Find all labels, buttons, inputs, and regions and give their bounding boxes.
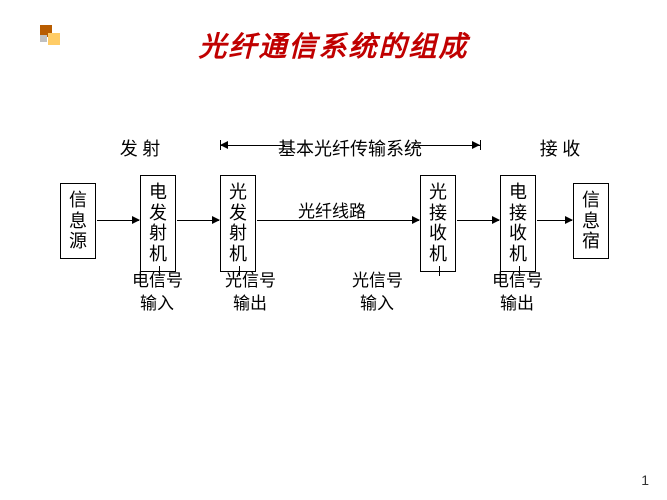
- box-o-tx: 光 发 射 机: [220, 175, 256, 272]
- arrow-4: [457, 220, 499, 221]
- box-sink: 信 息 宿: [573, 183, 609, 259]
- page-title: 光纤通信系统的组成: [0, 25, 667, 65]
- label-receive: 接 收: [520, 135, 600, 161]
- fiber-system-diagram: 发 射 基本光纤传输系统 接 收 信 息 源 电 发 射 机 光 发 射 机 光…: [60, 135, 607, 315]
- below-3b: 输入: [360, 293, 394, 315]
- arrow-2: [177, 220, 219, 221]
- label-middle: 基本光纤传输系统: [275, 135, 425, 161]
- mid-line-right: [415, 145, 480, 146]
- below-2b: 输出: [233, 293, 267, 315]
- label-transmit: 发 射: [100, 135, 180, 161]
- box-o-rx: 光 接 收 机: [420, 175, 456, 272]
- arrow-1: [97, 220, 139, 221]
- below-1b: 输入: [140, 293, 174, 315]
- page-number: 1: [641, 472, 649, 488]
- below-4b: 输出: [500, 293, 534, 315]
- box-e-tx: 电 发 射 机: [140, 175, 176, 272]
- below-4a: 电信号: [492, 270, 543, 292]
- box-source: 信 息 源: [60, 183, 96, 259]
- arrow-5: [537, 220, 572, 221]
- below-1a: 电信号: [132, 270, 183, 292]
- box-e-rx: 电 接 收 机: [500, 175, 536, 272]
- below-2a: 光信号: [225, 270, 276, 292]
- fiber-line-label: 光纤线路: [298, 197, 366, 222]
- below-3a: 光信号: [352, 270, 403, 292]
